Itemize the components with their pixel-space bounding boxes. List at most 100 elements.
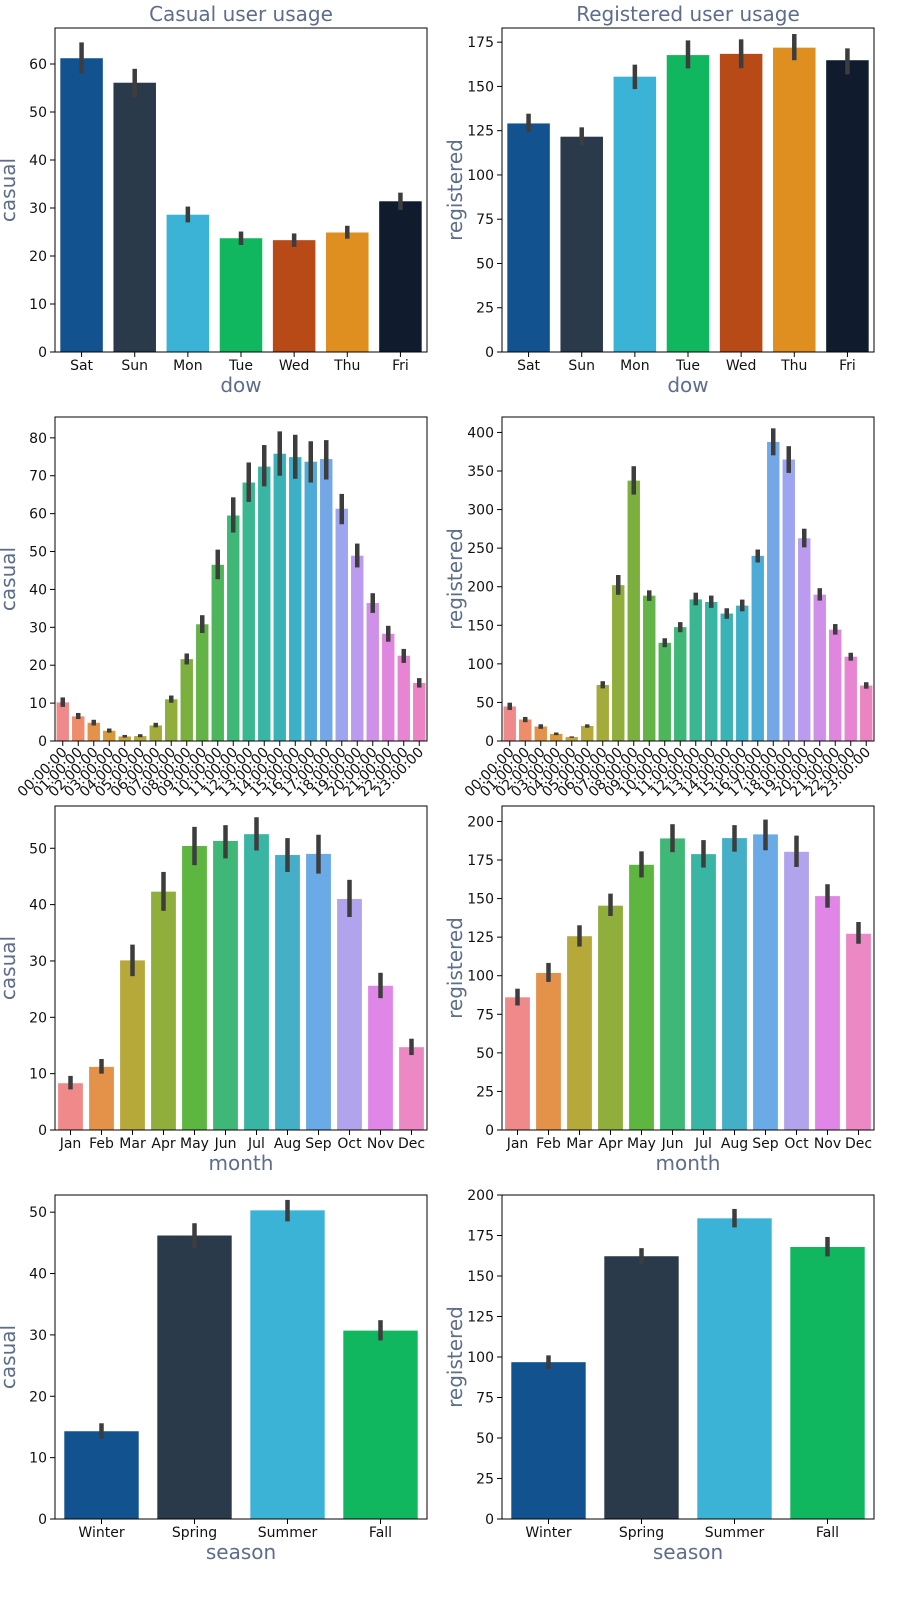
- chart-panel-6: 0 25 50 75 100 125 150 175 200 Jan Feb Mar Apr May Jun…: [443, 805, 875, 1175]
- x-tick-label: Wed: [279, 358, 310, 374]
- y-tick-label: 100: [467, 657, 494, 673]
- y-tick-label: 50: [476, 1046, 494, 1062]
- bar-Winter: [511, 1362, 586, 1519]
- bar-Jan: [505, 997, 530, 1130]
- bar-Apr: [151, 891, 176, 1130]
- y-tick-label: 150: [467, 618, 494, 634]
- chart-panel-7: 0 10 20 30 40 50 Winter Spring Summer Fall casual s…: [0, 1194, 428, 1564]
- y-tick-label: 50: [476, 695, 494, 711]
- bar-03:00:00: [550, 733, 563, 741]
- x-tick-label: Fall: [369, 1525, 392, 1541]
- x-axis-label: season: [206, 1540, 276, 1564]
- bar-Jan: [58, 1083, 83, 1130]
- x-tick-label: Jan: [59, 1136, 82, 1152]
- plot-frame: [501, 27, 875, 353]
- bar-09:00:00: [196, 624, 209, 741]
- bar-05:00:00: [581, 726, 594, 741]
- y-tick-label: 175: [467, 35, 494, 51]
- bar-15:00:00: [289, 457, 302, 741]
- y-tick-label: 25: [476, 1084, 494, 1100]
- x-tick-label: Sun: [121, 358, 148, 374]
- bar-Thu: [773, 47, 816, 352]
- y-axis-label: casual: [0, 936, 20, 1000]
- bar-18:00:00: [782, 459, 795, 741]
- y-tick-label: 150: [467, 892, 494, 908]
- y-tick-label: 0: [38, 1512, 47, 1528]
- x-tick-label: Fall: [816, 1525, 839, 1541]
- plot-frame: [54, 416, 428, 742]
- bar-Tue: [219, 238, 263, 352]
- x-tick-label: Fri: [839, 358, 856, 374]
- bar-Jul: [691, 854, 716, 1130]
- bar-Oct: [784, 851, 809, 1130]
- chart-panel-5: 0 10 20 30 40 50 Jan Feb Mar Apr May Jun Jul Aug Sep Oc…: [0, 805, 428, 1175]
- bar-14:00:00: [273, 453, 286, 741]
- bar-07:00:00: [612, 585, 625, 741]
- x-tick-label: Oct: [337, 1136, 362, 1152]
- y-tick-label: 175: [467, 853, 494, 869]
- bar-10:00:00: [658, 642, 671, 741]
- bar-Sun: [113, 82, 156, 352]
- x-tick-label: Sep: [305, 1136, 332, 1152]
- bar-23:00:00: [413, 683, 426, 741]
- x-tick-label: Nov: [367, 1136, 394, 1152]
- bar-Oct: [337, 898, 362, 1130]
- y-axis-label: casual: [0, 158, 20, 222]
- x-tick-label: Mon: [173, 358, 203, 374]
- y-tick-label: 0: [485, 1512, 494, 1528]
- bar-13:00:00: [258, 466, 271, 741]
- y-tick-label: 0: [38, 1123, 47, 1139]
- y-tick-label: 350: [467, 464, 494, 480]
- y-tick-label: 20: [29, 658, 47, 674]
- x-tick-label: Jun: [661, 1136, 684, 1152]
- x-tick-label: Feb: [89, 1136, 114, 1152]
- bar-Sep: [753, 834, 778, 1130]
- y-axis-label: casual: [0, 1325, 20, 1389]
- bar-17:00:00: [767, 441, 780, 741]
- y-axis-label: registered: [443, 917, 467, 1019]
- bar-May: [182, 846, 207, 1130]
- bar-18:00:00: [335, 508, 348, 741]
- bar-Thu: [326, 232, 369, 352]
- y-tick-label: 40: [29, 153, 47, 169]
- bar-Sat: [507, 123, 550, 352]
- y-tick-label: 50: [476, 256, 494, 272]
- y-tick-label: 30: [29, 201, 47, 217]
- x-tick-label: Thu: [780, 358, 807, 374]
- y-tick-label: 80: [29, 431, 47, 447]
- x-tick-label: Summer: [258, 1525, 318, 1541]
- bar-13:00:00: [705, 601, 718, 741]
- y-tick-label: 50: [476, 1431, 494, 1447]
- bar-00:00:00: [56, 702, 69, 741]
- bar-07:00:00: [165, 699, 178, 741]
- x-tick-label: Sun: [568, 358, 595, 374]
- bar-Sun: [560, 136, 603, 352]
- bar-Spring: [604, 1256, 679, 1519]
- bar-Wed: [719, 53, 763, 352]
- chart-panel-8: 0 25 50 75 100 125 150 175 200 Winter Spring Summer…: [443, 1188, 875, 1564]
- bar-Fri: [826, 60, 869, 352]
- chart-title: Casual user usage: [149, 2, 333, 26]
- y-tick-label: 20: [29, 1389, 47, 1405]
- y-tick-label: 60: [29, 57, 47, 73]
- y-axis-label: casual: [0, 547, 20, 611]
- bar-Mar: [120, 960, 145, 1130]
- x-tick-label: Summer: [705, 1525, 765, 1541]
- x-tick-label: Spring: [172, 1525, 217, 1541]
- bar-Fall: [790, 1247, 865, 1519]
- y-tick-label: 100: [467, 1350, 494, 1366]
- bar-20:00:00: [813, 594, 826, 741]
- y-tick-label: 0: [485, 734, 494, 750]
- bar-10:00:00: [211, 564, 224, 741]
- y-tick-label: 10: [29, 1067, 47, 1083]
- y-tick-label: 10: [29, 1451, 47, 1467]
- y-tick-label: 200: [467, 814, 494, 830]
- bar-15:00:00: [736, 605, 749, 741]
- y-tick-label: 50: [29, 841, 47, 857]
- y-tick-label: 0: [485, 1123, 494, 1139]
- bar-Apr: [598, 905, 623, 1130]
- y-tick-label: 20: [29, 1010, 47, 1026]
- bar-08:00:00: [180, 659, 193, 741]
- x-tick-label: Apr: [598, 1136, 622, 1152]
